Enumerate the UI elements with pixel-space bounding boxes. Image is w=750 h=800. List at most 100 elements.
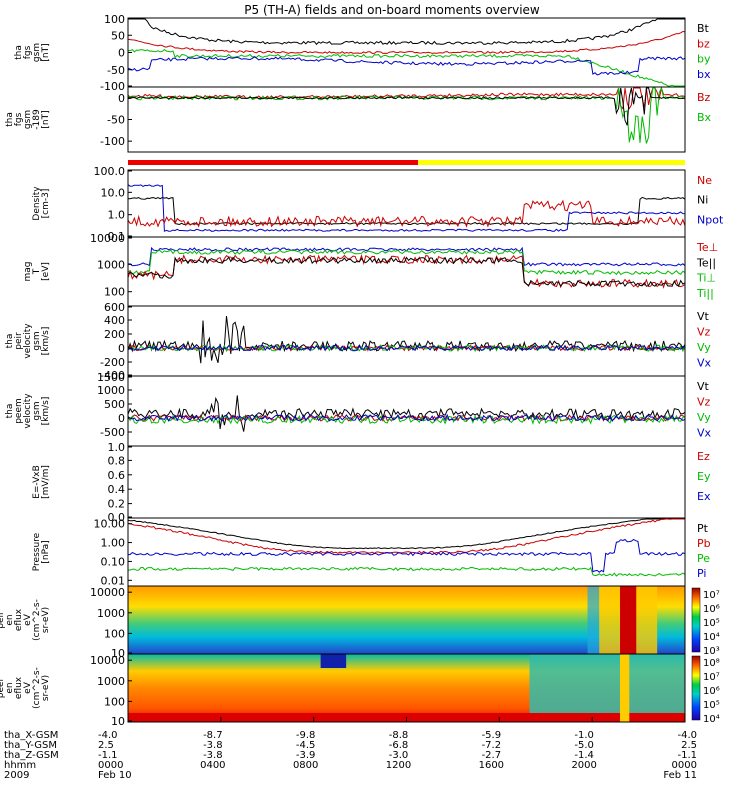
- series-Ne: [127, 199, 686, 228]
- x-value-label: 2000: [571, 760, 596, 771]
- y-label-line: velocity: [23, 393, 33, 429]
- frame-density: [127, 169, 686, 238]
- y-label-fgs: tha fgs gsm [nT]: [14, 43, 51, 62]
- y-label-peer_spec: thapeerenefluxeV(cm^2-s-sr-eV): [0, 667, 51, 709]
- x-value-label: -3.9: [296, 750, 316, 761]
- y-label-efield: E=-VxB [mV/m]: [32, 465, 51, 499]
- legend-Bz: Bz: [697, 91, 711, 104]
- y-label-density: Density [cm-3]: [32, 186, 51, 221]
- legend-Pe: Pe: [697, 552, 710, 565]
- spec-right-stripe: [620, 654, 630, 722]
- y-tick-label: 1.00: [101, 537, 126, 550]
- y-tick-label: 400: [104, 314, 125, 327]
- y-tick-label: 100: [104, 627, 125, 640]
- y-tick-label: 0.4: [108, 483, 126, 496]
- y-tick-label: 100: [104, 13, 125, 26]
- x-value-label: -1.0: [574, 730, 594, 741]
- x-value-label: -4.0: [98, 730, 118, 741]
- y-tick-label: 10000: [90, 654, 125, 667]
- y-tick-label: -400: [100, 369, 125, 382]
- y-tick-label: 10.00: [94, 518, 126, 531]
- colorbar-label: 10⁸: [703, 658, 720, 669]
- y-tick-label: 0.01: [101, 574, 126, 587]
- spec-band-core: [620, 586, 637, 654]
- x-value-label: Feb 11: [663, 770, 697, 781]
- y-tick-label: -100: [100, 135, 125, 148]
- legend-Bt: Bt: [697, 22, 710, 35]
- x-value-label: -1.1: [98, 750, 118, 761]
- y-label-line: eV: [23, 681, 33, 694]
- y-label-line: [mV/m]: [41, 465, 51, 499]
- legend-Ex: Ex: [697, 490, 711, 503]
- legend-Ti||: Ti||: [696, 287, 714, 300]
- legend-Npot: Npot: [697, 213, 724, 226]
- legend-by: by: [697, 53, 711, 66]
- y-tick-label: 10000: [90, 232, 125, 245]
- colorbar-label: 10⁶: [703, 686, 720, 697]
- y-label-peir_spec: thapeirenefluxeV(cm^2-s-sr-eV): [0, 599, 51, 641]
- x-row-label: tha_Y-GSM: [4, 740, 57, 751]
- y-tick-label: 0.8: [108, 454, 126, 467]
- y-label-line: gsm: [32, 43, 42, 62]
- y-tick-label: 1500: [97, 371, 125, 384]
- y-tick-label: 0.2: [108, 498, 126, 511]
- panel-peir_spec: 10000 1000 100 10 thapeirenefluxeV(cm^2-s-sr…: [0, 585, 720, 660]
- legend-Pi: Pi: [697, 567, 706, 580]
- y-tick-label: -200: [100, 356, 125, 369]
- legend-Ez: Ez: [697, 450, 710, 463]
- frame-efield: [127, 445, 686, 519]
- x-row-label: hhmm: [4, 760, 36, 771]
- series-by: [127, 48, 685, 87]
- legend-Vt: Vt: [697, 310, 710, 323]
- legend-Ey: Ey: [697, 470, 711, 483]
- legend-Vy: Vy: [697, 411, 711, 424]
- spec-band-left: [587, 586, 600, 654]
- series-Bt: [128, 18, 685, 46]
- x-value-label: 0800: [293, 760, 318, 771]
- x-value-label: 1600: [479, 760, 504, 771]
- y-label-line: [nT]: [41, 43, 51, 61]
- state-bar-yellow: [418, 160, 685, 165]
- panel-temp: 10000 1000 100 mag T [eV] Te⊥ Te|| Ti⊥ Ti||: [23, 232, 718, 307]
- y-label-line: (cm^2-s-: [32, 599, 42, 641]
- y-tick-label: 10000: [90, 586, 125, 599]
- x-value-label: -9.8: [296, 730, 316, 741]
- x-value-label: -6.8: [389, 740, 409, 751]
- legend-bx: bx: [697, 68, 711, 81]
- x-value-label: -3.0: [389, 750, 409, 761]
- series-Pe: [127, 566, 686, 577]
- legend-Te⊥: Te⊥: [696, 241, 718, 254]
- y-label-line: sr-eV): [41, 607, 51, 633]
- y-label-line: fgs: [14, 112, 24, 126]
- y-label-line: peer: [0, 677, 6, 698]
- y-label-line: [nPa]: [41, 540, 51, 563]
- y-tick-label: -50: [107, 64, 125, 77]
- y-tick-label: 0.0: [108, 511, 126, 524]
- colorbar-peer_spec: [691, 655, 701, 721]
- y-label-line: velocity: [23, 323, 33, 359]
- series-Ni: [127, 196, 686, 226]
- y-label-line: Density: [32, 186, 42, 221]
- colorbar-label: 10⁶: [703, 604, 720, 615]
- y-label-line: (cm^2-s-: [32, 667, 42, 709]
- legend-Te||: Te||: [696, 256, 716, 269]
- x-value-label: -3.8: [203, 740, 223, 751]
- y-tick-label: 1000: [97, 607, 125, 620]
- panel-efield: 1.00.8 0.60.4 0.20.0 E=-VxB [mV/m] Ez Ey Ex: [32, 441, 711, 524]
- series-Pt: [127, 518, 685, 550]
- y-label-line: gsm: [32, 331, 42, 350]
- y-tick-label: 0: [118, 412, 125, 425]
- colorbar-label: 10⁴: [703, 714, 720, 725]
- legend-Vy: Vy: [697, 341, 711, 354]
- series-peir-Vt: [127, 315, 686, 364]
- y-tick-label: 0.10: [101, 555, 126, 568]
- x-value-label: 1200: [386, 760, 411, 771]
- colorbar-label: 10⁷: [703, 590, 720, 601]
- y-tick-label: -100: [100, 80, 125, 93]
- panel-fgs_dsl: 0 -50 -100 tha fgs gsm -189 [nT] Bz Bx: [5, 86, 712, 153]
- colorbar-label: 10³: [703, 646, 720, 657]
- x-value-label: -8.7: [203, 730, 223, 741]
